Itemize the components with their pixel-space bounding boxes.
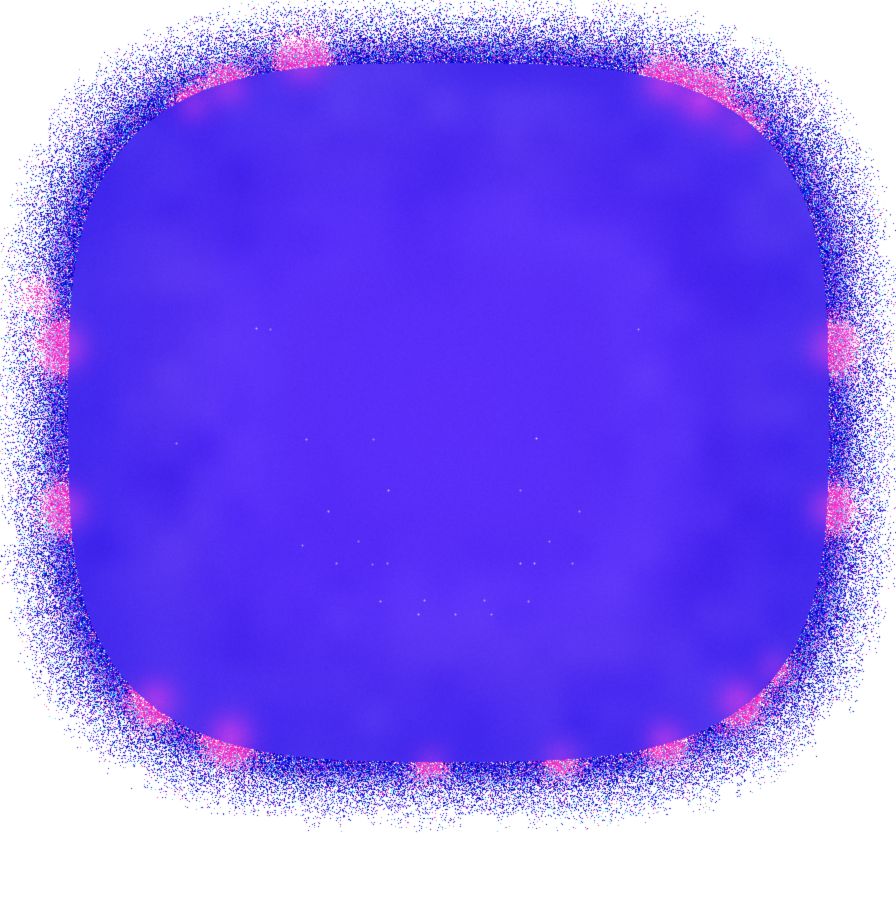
- nebula-canvas: [0, 0, 896, 901]
- nebula-glow-image: [0, 0, 896, 901]
